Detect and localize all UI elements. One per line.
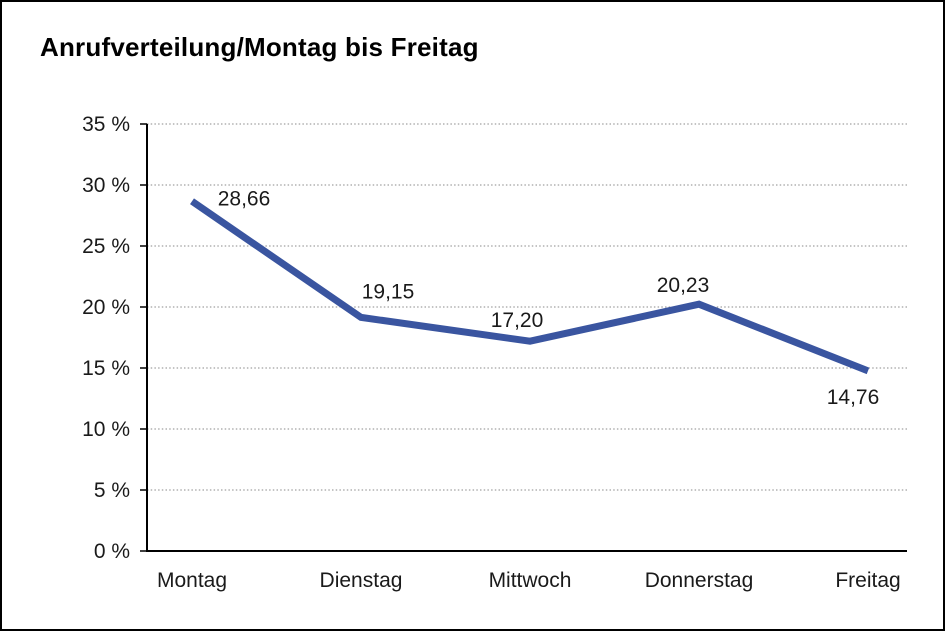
data-point-label: 19,15: [362, 280, 415, 303]
y-tick-label: 15 %: [82, 357, 130, 380]
x-category-label: Mittwoch: [489, 569, 572, 592]
y-tick-label: 20 %: [82, 296, 130, 319]
y-tick-label: 10 %: [82, 418, 130, 441]
y-tick-label: 25 %: [82, 235, 130, 258]
y-tick-label: 0 %: [94, 540, 130, 563]
y-tick-label: 30 %: [82, 174, 130, 197]
x-category-label: Dienstag: [320, 569, 403, 592]
data-point-label: 28,66: [218, 187, 271, 210]
y-tick-label: 35 %: [82, 113, 130, 136]
data-point-label: 17,20: [491, 309, 544, 332]
data-point-label: 20,23: [657, 274, 710, 297]
x-category-label: Montag: [157, 569, 227, 592]
x-category-label: Donnerstag: [645, 569, 754, 592]
y-tick-label: 5 %: [94, 479, 130, 502]
data-series-line: [190, 198, 870, 375]
data-point-label: 14,76: [827, 386, 880, 409]
chart-title: Anrufverteilung/Montag bis Freitag: [40, 32, 479, 62]
x-category-label: Freitag: [835, 569, 900, 592]
